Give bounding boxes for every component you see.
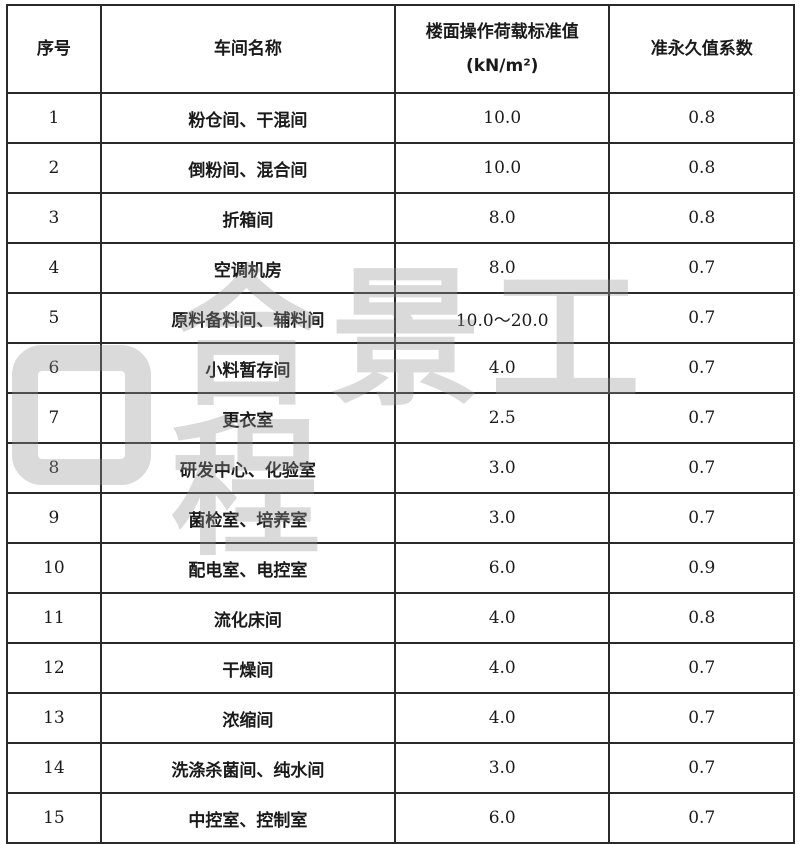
- header-coefficient: 准永久值系数: [608, 4, 795, 94]
- cell-workshop-name: 倒粉间、混合间: [99, 142, 396, 194]
- cell-workshop-name: 更衣室: [99, 392, 396, 444]
- table-row: 6 小料暂存间 4.0 0.7: [6, 342, 795, 394]
- cell-workshop-name: 菌检室、培养室: [99, 492, 396, 544]
- cell-index: 6: [6, 342, 102, 394]
- cell-workshop-name: 配电室、电控室: [99, 542, 396, 594]
- table-row: 5 原料备料间、辅料间 10.0～20.0 0.7: [6, 292, 795, 344]
- cell-load-value: 6.0: [393, 792, 611, 844]
- cell-workshop-name: 洗涤杀菌间、纯水间: [99, 742, 396, 794]
- cell-coefficient: 0.7: [608, 792, 795, 844]
- header-row: 序号 车间名称 楼面操作荷载标准值 (kN/m²) 准永久值系数: [6, 4, 795, 94]
- cell-index: 11: [6, 592, 102, 644]
- cell-coefficient: 0.7: [608, 492, 795, 544]
- cell-load-value: 10.0: [393, 142, 611, 194]
- table-row: 12 干燥间 4.0 0.7: [6, 642, 795, 694]
- cell-load-value: 3.0: [393, 442, 611, 494]
- cell-index: 10: [6, 542, 102, 594]
- header-load-unit: (kN/m²): [465, 56, 539, 76]
- header-workshop-name: 车间名称: [99, 4, 396, 94]
- table-row: 15 中控室、控制室 6.0 0.7: [6, 792, 795, 844]
- table-row: 8 研发中心、化验室 3.0 0.7: [6, 442, 795, 494]
- cell-load-value: 8.0: [393, 192, 611, 244]
- load-table: 序号 车间名称 楼面操作荷载标准值 (kN/m²) 准永久值系数 1 粉仓间、干混间…: [6, 4, 795, 844]
- cell-coefficient: 0.7: [608, 342, 795, 394]
- table-row: 14 洗涤杀菌间、纯水间 3.0 0.7: [6, 742, 795, 794]
- cell-workshop-name: 原料备料间、辅料间: [99, 292, 396, 344]
- cell-index: 8: [6, 442, 102, 494]
- cell-load-value: 3.0: [393, 742, 611, 794]
- cell-index: 5: [6, 292, 102, 344]
- table-row: 10 配电室、电控室 6.0 0.9: [6, 542, 795, 594]
- header-index: 序号: [6, 4, 102, 94]
- cell-workshop-name: 浓缩间: [99, 692, 396, 744]
- cell-load-value: 10.0: [393, 92, 611, 144]
- table-row: 4 空调机房 8.0 0.7: [6, 242, 795, 294]
- cell-index: 1: [6, 92, 102, 144]
- cell-index: 9: [6, 492, 102, 544]
- cell-coefficient: 0.8: [608, 92, 795, 144]
- cell-workshop-name: 空调机房: [99, 242, 396, 294]
- cell-index: 2: [6, 142, 102, 194]
- cell-index: 7: [6, 392, 102, 444]
- cell-coefficient: 0.7: [608, 742, 795, 794]
- table-row: 11 流化床间 4.0 0.8: [6, 592, 795, 644]
- cell-coefficient: 0.9: [608, 542, 795, 594]
- cell-workshop-name: 研发中心、化验室: [99, 442, 396, 494]
- header-load-value: 楼面操作荷载标准值 (kN/m²): [393, 4, 611, 94]
- cell-workshop-name: 小料暂存间: [99, 342, 396, 394]
- cell-index: 13: [6, 692, 102, 744]
- cell-load-value: 10.0～20.0: [393, 292, 611, 344]
- table-row: 2 倒粉间、混合间 10.0 0.8: [6, 142, 795, 194]
- cell-coefficient: 0.8: [608, 142, 795, 194]
- cell-load-value: 3.0: [393, 492, 611, 544]
- cell-index: 3: [6, 192, 102, 244]
- cell-load-value: 4.0: [393, 342, 611, 394]
- cell-coefficient: 0.7: [608, 392, 795, 444]
- cell-index: 15: [6, 792, 102, 844]
- cell-load-value: 4.0: [393, 692, 611, 744]
- cell-workshop-name: 折箱间: [99, 192, 396, 244]
- table-row: 3 折箱间 8.0 0.8: [6, 192, 795, 244]
- table-row: 7 更衣室 2.5 0.7: [6, 392, 795, 444]
- cell-coefficient: 0.8: [608, 592, 795, 644]
- cell-load-value: 4.0: [393, 592, 611, 644]
- cell-load-value: 4.0: [393, 642, 611, 694]
- cell-coefficient: 0.7: [608, 692, 795, 744]
- table-body: 1 粉仓间、干混间 10.0 0.8 2 倒粉间、混合间 10.0 0.8 3 折箱间 8.0 0.8…: [6, 92, 795, 844]
- cell-index: 12: [6, 642, 102, 694]
- cell-coefficient: 0.7: [608, 292, 795, 344]
- cell-coefficient: 0.7: [608, 642, 795, 694]
- cell-coefficient: 0.7: [608, 242, 795, 294]
- table-row: 9 菌检室、培养室 3.0 0.7: [6, 492, 795, 544]
- cell-load-value: 6.0: [393, 542, 611, 594]
- cell-workshop-name: 粉仓间、干混间: [99, 92, 396, 144]
- cell-coefficient: 0.8: [608, 192, 795, 244]
- cell-index: 4: [6, 242, 102, 294]
- cell-coefficient: 0.7: [608, 442, 795, 494]
- cell-index: 14: [6, 742, 102, 794]
- header-load-label: 楼面操作荷载标准值: [425, 22, 579, 42]
- table-row: 1 粉仓间、干混间 10.0 0.8: [6, 92, 795, 144]
- cell-load-value: 2.5: [393, 392, 611, 444]
- table-row: 13 浓缩间 4.0 0.7: [6, 692, 795, 744]
- cell-load-value: 8.0: [393, 242, 611, 294]
- cell-workshop-name: 中控室、控制室: [99, 792, 396, 844]
- cell-workshop-name: 流化床间: [99, 592, 396, 644]
- cell-workshop-name: 干燥间: [99, 642, 396, 694]
